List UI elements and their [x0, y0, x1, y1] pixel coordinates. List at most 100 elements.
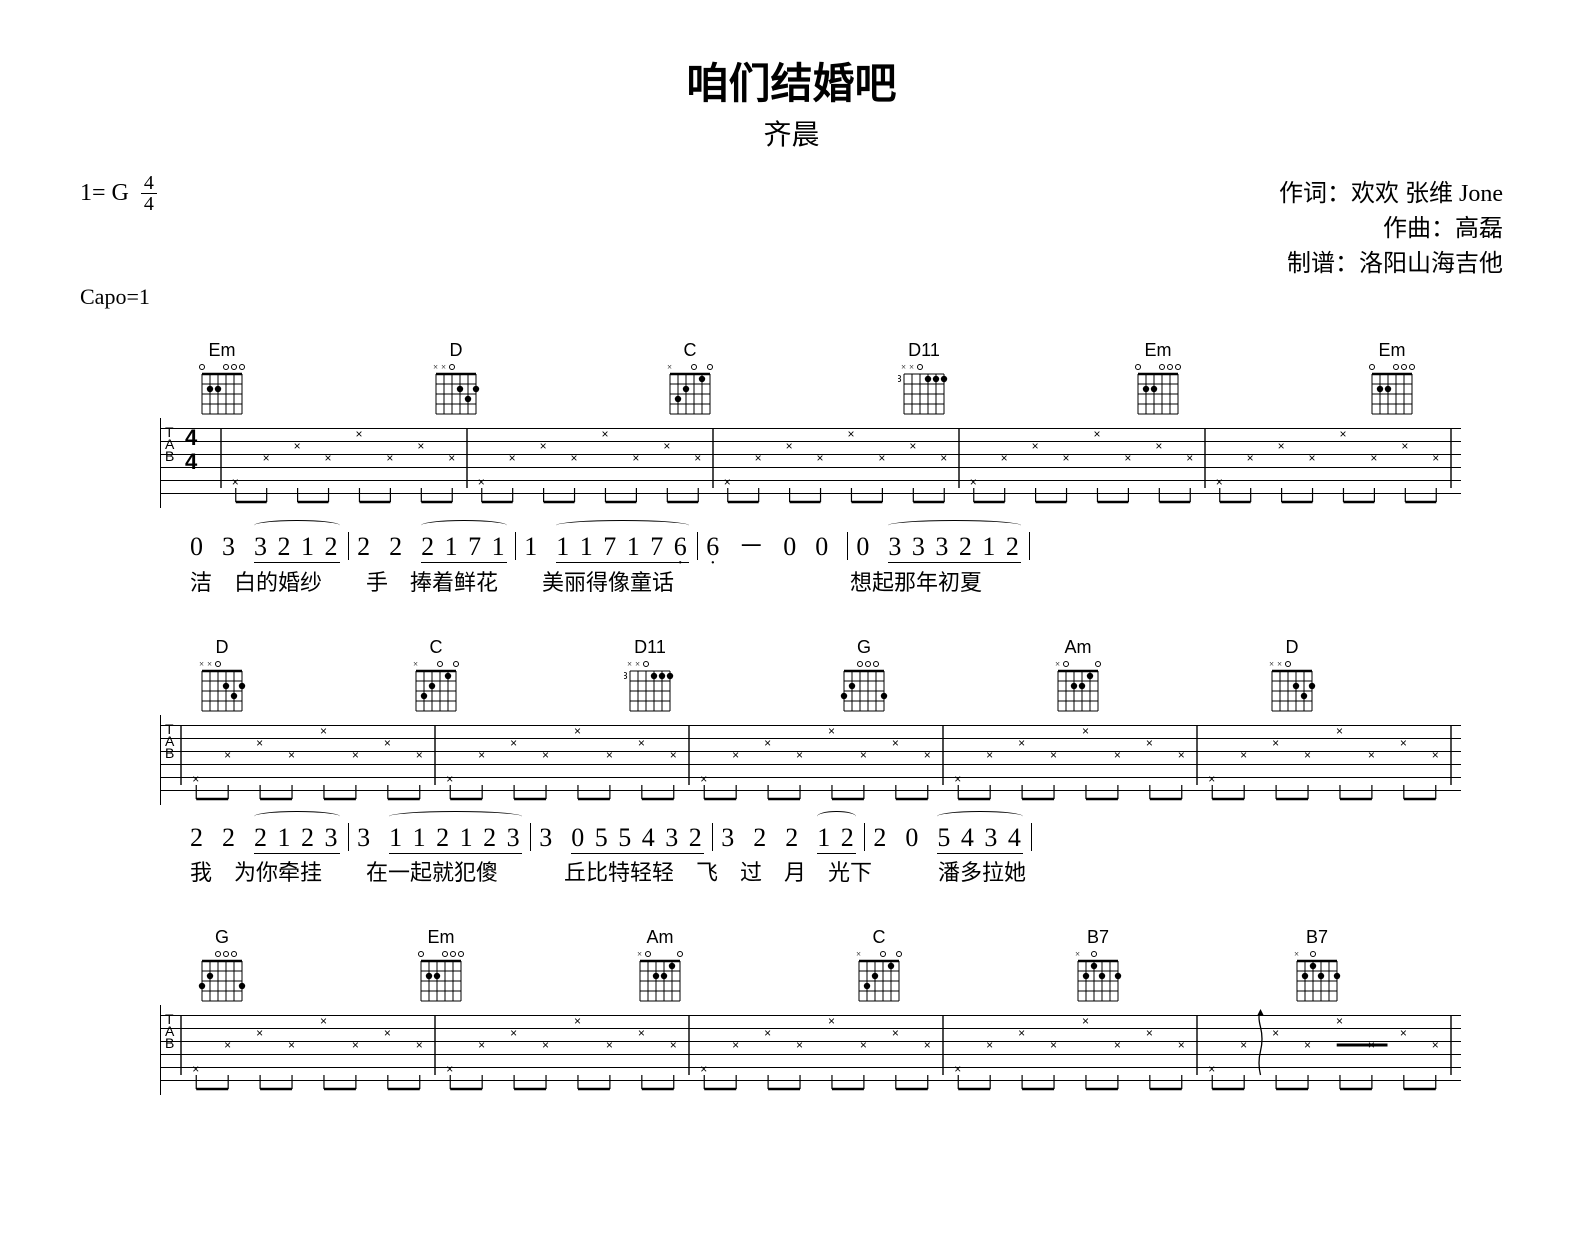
svg-text:×: ×	[441, 362, 446, 372]
svg-text:×: ×	[448, 451, 455, 465]
svg-text:×: ×	[384, 736, 391, 750]
chord-name: C	[430, 637, 443, 657]
svg-text:×: ×	[1050, 1038, 1057, 1052]
svg-text:×: ×	[1336, 724, 1343, 738]
svg-text:×: ×	[417, 439, 424, 453]
svg-text:×: ×	[606, 748, 613, 762]
chord-name: Em	[1145, 340, 1172, 360]
capo: Capo=1	[80, 284, 1503, 310]
svg-text:×: ×	[635, 659, 640, 669]
chord-name: D	[450, 340, 463, 360]
svg-text:×: ×	[1432, 1038, 1439, 1052]
svg-text:×: ×	[986, 748, 993, 762]
svg-text:×: ×	[1178, 748, 1185, 762]
svg-text:×: ×	[288, 748, 295, 762]
svg-text:×: ×	[510, 1026, 517, 1040]
svg-text:×: ×	[1146, 736, 1153, 750]
svg-text:×: ×	[1063, 451, 1070, 465]
svg-text:×: ×	[786, 439, 793, 453]
svg-text:×: ×	[670, 1038, 677, 1052]
svg-text:×: ×	[1082, 1014, 1089, 1028]
svg-text:×: ×	[986, 1038, 993, 1052]
svg-text:×: ×	[892, 1026, 899, 1040]
svg-text:×: ×	[1155, 439, 1162, 453]
svg-text:×: ×	[1114, 748, 1121, 762]
number-notation: 0 3 3 2 1 22 2 2 1 7 11 1 1 7 1 7 66 － 0…	[190, 526, 1503, 563]
svg-text:×: ×	[199, 659, 204, 669]
svg-text:×: ×	[542, 748, 549, 762]
svg-text:×: ×	[627, 659, 632, 669]
tab-maker: 洛阳山海吉他	[1359, 251, 1503, 277]
svg-text:3: 3	[898, 374, 902, 385]
svg-text:×: ×	[1309, 451, 1316, 465]
svg-text:×: ×	[1050, 748, 1057, 762]
svg-text:×: ×	[796, 1038, 803, 1052]
svg-text:×: ×	[384, 1026, 391, 1040]
svg-text:×: ×	[1186, 451, 1193, 465]
svg-text:×: ×	[954, 1062, 961, 1076]
chord-name: D	[216, 637, 229, 657]
chord-diagram: Em	[409, 927, 473, 1001]
svg-text:×: ×	[1339, 427, 1346, 441]
svg-text:×: ×	[1018, 1026, 1025, 1040]
svg-text:×: ×	[940, 451, 947, 465]
svg-text:×: ×	[700, 1062, 707, 1076]
svg-text:×: ×	[478, 475, 485, 489]
lyricist: 欢欢 张维 Jone	[1351, 181, 1503, 207]
svg-text:×: ×	[694, 451, 701, 465]
svg-text:×: ×	[1240, 1038, 1247, 1052]
tab-staff: TAB×××××××××××××××××××××××××××××××××××××…	[160, 715, 1460, 805]
svg-text:×: ×	[970, 475, 977, 489]
svg-text:×: ×	[856, 949, 861, 959]
svg-text:×: ×	[386, 451, 393, 465]
svg-text:×: ×	[1269, 659, 1274, 669]
system: EmD××C×D113××EmEmTAB44××××××××××××××××××…	[80, 340, 1503, 597]
svg-text:×: ×	[1368, 748, 1375, 762]
chord-diagram: C×	[847, 927, 911, 1001]
chord-name: Em	[428, 927, 455, 947]
svg-text:×: ×	[355, 427, 362, 441]
svg-text:×: ×	[1124, 451, 1131, 465]
chord-diagram: D113××	[618, 637, 682, 711]
chord-diagram: G	[832, 637, 896, 711]
svg-text:×: ×	[1370, 451, 1377, 465]
svg-text:×: ×	[446, 772, 453, 786]
chord-diagram: G	[190, 927, 254, 1001]
chord-row: EmD××C×D113××EmEm	[190, 340, 1503, 414]
svg-text:×: ×	[860, 748, 867, 762]
svg-text:×: ×	[192, 1062, 199, 1076]
svg-text:×: ×	[1216, 475, 1223, 489]
svg-text:×: ×	[1432, 451, 1439, 465]
svg-text:×: ×	[1146, 1026, 1153, 1040]
svg-text:×: ×	[416, 1038, 423, 1052]
svg-text:×: ×	[755, 451, 762, 465]
chord-diagram: B7×	[1285, 927, 1349, 1001]
svg-text:×: ×	[909, 439, 916, 453]
svg-text:×: ×	[263, 451, 270, 465]
svg-text:×: ×	[924, 748, 931, 762]
chord-name: D11	[634, 637, 666, 657]
svg-text:×: ×	[764, 736, 771, 750]
chord-diagram: D113××	[892, 340, 956, 414]
chord-diagram: Am×	[628, 927, 692, 1001]
svg-text:×: ×	[207, 659, 212, 669]
svg-text:×: ×	[764, 1026, 771, 1040]
svg-text:×: ×	[1278, 439, 1285, 453]
key-name: G	[112, 180, 129, 207]
composer: 高磊	[1455, 216, 1503, 242]
song-title: 咱们结婚吧	[80, 50, 1503, 111]
svg-text:×: ×	[416, 748, 423, 762]
svg-text:×: ×	[232, 475, 239, 489]
svg-text:×: ×	[667, 362, 672, 372]
svg-text:×: ×	[1400, 1026, 1407, 1040]
header-row: 1= G 4 4 作词：欢欢 张维 Jone 作曲：高磊 制谱：洛阳山海吉他	[80, 173, 1503, 278]
svg-text:×: ×	[1208, 1062, 1215, 1076]
chord-name: Am	[647, 927, 674, 947]
svg-text:×: ×	[632, 451, 639, 465]
svg-text:×: ×	[1208, 772, 1215, 786]
svg-text:×: ×	[1082, 724, 1089, 738]
lyrics: 我 为你牵挂 在一起就犯傻 丘比特轻轻 飞 过 月 光下 潘多拉她	[190, 855, 1503, 887]
svg-text:×: ×	[1304, 1038, 1311, 1052]
svg-text:×: ×	[1178, 1038, 1185, 1052]
chord-name: D11	[908, 340, 940, 360]
